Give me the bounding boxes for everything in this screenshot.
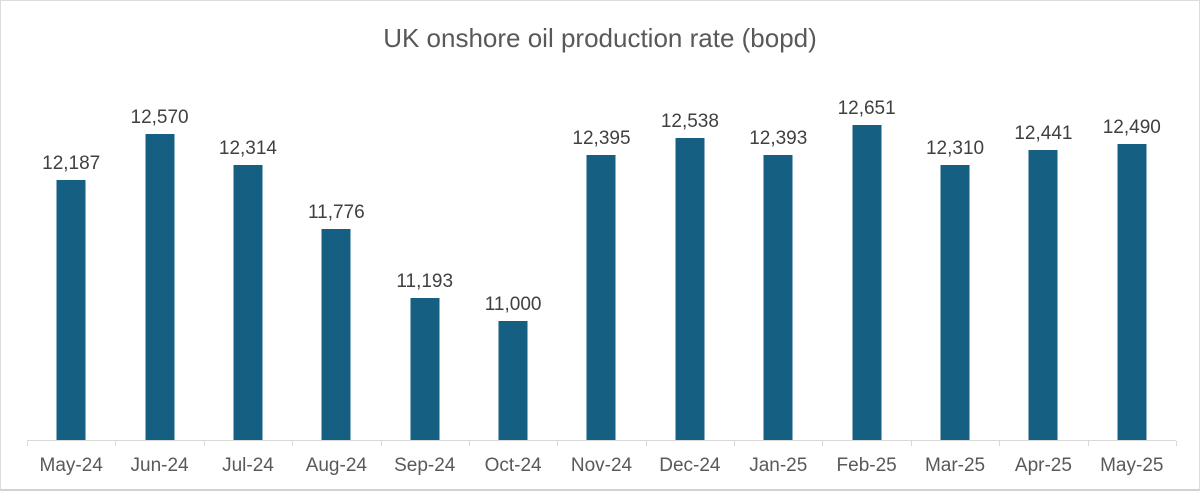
data-label-jul-24: 12,314 <box>218 138 278 159</box>
bar-apr-25 <box>1028 150 1058 440</box>
chart-column: 11,776 <box>292 83 380 440</box>
x-axis-tick <box>645 441 647 446</box>
chart-column: 12,310 <box>911 83 999 440</box>
x-axis-tick <box>734 441 736 446</box>
x-axis-tick <box>292 441 294 446</box>
bar-jan-25 <box>763 155 793 440</box>
x-axis-tick <box>1176 441 1177 446</box>
bar-mar-25 <box>940 165 970 440</box>
chart-column: 12,490 <box>1088 83 1176 440</box>
data-label-may-25: 12,490 <box>1102 117 1161 138</box>
data-label-may-24: 12,187 <box>42 153 101 174</box>
bar-aug-24 <box>321 229 351 440</box>
x-axis-label-aug-24: Aug-24 <box>305 455 367 476</box>
bar-jul-24 <box>233 165 263 440</box>
data-label-feb-25: 12,651 <box>837 98 896 119</box>
bar-dec-24 <box>675 138 705 440</box>
x-axis-tick <box>557 441 559 446</box>
x-axis-line <box>27 440 1176 441</box>
x-axis-tick <box>27 441 28 446</box>
x-axis-label-feb-25: Feb-25 <box>836 455 897 476</box>
x-axis-label-jul-24: Jul-24 <box>222 455 274 476</box>
x-axis-label-sep-24: Sep-24 <box>394 455 456 476</box>
plot-area: 12,187 12,570 12,314 11,776 11,193 11,000 12,3… <box>27 83 1176 440</box>
data-label-aug-24: 11,776 <box>307 202 365 223</box>
chart-column: 12,441 <box>999 83 1087 440</box>
data-label-apr-25: 12,441 <box>1014 123 1073 144</box>
bar-may-25 <box>1117 144 1147 440</box>
x-axis-label-mar-25: Mar-25 <box>924 455 986 476</box>
x-axis-tick <box>910 441 912 446</box>
chart-column: 12,570 <box>115 83 203 440</box>
chart-column: 12,651 <box>822 83 910 440</box>
x-axis-tick <box>1087 441 1089 446</box>
x-axis-tick <box>203 441 205 446</box>
x-axis-label-may-25: May-25 <box>1100 455 1164 476</box>
bar-sep-24 <box>410 298 440 440</box>
x-axis-tick <box>999 441 1001 446</box>
data-label-sep-24: 11,193 <box>396 271 454 292</box>
x-axis-tick <box>115 441 117 446</box>
chart-column: 12,393 <box>734 83 822 440</box>
data-label-nov-24: 12,395 <box>572 128 631 149</box>
chart-column: 11,193 <box>381 83 469 440</box>
x-axis-label-may-24: May-24 <box>39 455 103 476</box>
bar-feb-25 <box>852 125 882 440</box>
data-label-dec-24: 12,538 <box>660 111 719 132</box>
x-axis-tick <box>468 441 470 446</box>
x-axis-label-oct-24: Oct-24 <box>484 455 542 476</box>
chart-column: 12,395 <box>557 83 645 440</box>
x-axis-tick <box>822 441 824 446</box>
x-axis-tick <box>380 441 382 446</box>
data-label-jun-24: 12,570 <box>130 107 189 128</box>
data-label-oct-24: 11,000 <box>484 294 542 315</box>
x-axis-label-nov-24: Nov-24 <box>570 455 633 476</box>
data-label-mar-25: 12,310 <box>925 138 985 159</box>
x-axis-label-jan-25: Jan-25 <box>749 455 808 476</box>
chart-column: 11,000 <box>469 83 557 440</box>
bar-jun-24 <box>145 134 175 440</box>
bar-may-24 <box>56 180 86 440</box>
bar-oct-24 <box>498 321 528 440</box>
x-axis-label-dec-24: Dec-24 <box>659 455 721 476</box>
bar-nov-24 <box>586 155 616 440</box>
data-label-jan-25: 12,393 <box>749 128 808 149</box>
x-axis-label-jun-24: Jun-24 <box>130 455 189 476</box>
chart-column: 12,538 <box>646 83 734 440</box>
chart-column: 12,187 <box>27 83 115 440</box>
chart-column: 12,314 <box>204 83 292 440</box>
chart-title: UK onshore oil production rate (bopd) <box>383 23 817 53</box>
x-axis-label-apr-25: Apr-25 <box>1014 455 1072 476</box>
